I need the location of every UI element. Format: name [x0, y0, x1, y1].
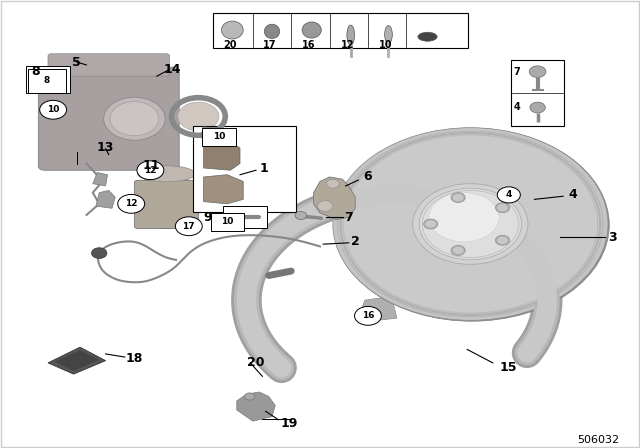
Circle shape: [178, 102, 219, 131]
Circle shape: [355, 306, 381, 325]
Polygon shape: [314, 177, 355, 220]
Polygon shape: [202, 127, 219, 135]
Circle shape: [424, 219, 438, 229]
Text: 5: 5: [72, 56, 81, 69]
Circle shape: [451, 193, 465, 202]
Ellipse shape: [385, 26, 392, 43]
Ellipse shape: [347, 25, 355, 45]
Text: 4: 4: [506, 190, 512, 199]
FancyBboxPatch shape: [26, 66, 70, 93]
Text: 9: 9: [204, 211, 212, 224]
Circle shape: [333, 128, 609, 321]
FancyBboxPatch shape: [48, 54, 170, 76]
Text: 17: 17: [262, 40, 276, 50]
Text: 10: 10: [379, 40, 393, 50]
FancyBboxPatch shape: [134, 180, 198, 228]
Text: 10: 10: [47, 105, 60, 114]
Circle shape: [92, 248, 107, 258]
Text: 3: 3: [608, 231, 617, 244]
FancyBboxPatch shape: [211, 213, 244, 231]
Circle shape: [110, 102, 159, 136]
FancyBboxPatch shape: [223, 206, 267, 228]
Circle shape: [495, 203, 509, 213]
Circle shape: [317, 201, 333, 211]
Text: 7: 7: [344, 211, 353, 224]
Circle shape: [413, 184, 528, 264]
Ellipse shape: [418, 32, 437, 41]
Text: 19: 19: [280, 417, 298, 430]
Text: 8: 8: [44, 76, 50, 85]
Circle shape: [295, 211, 307, 220]
Text: 1: 1: [260, 161, 269, 175]
FancyBboxPatch shape: [193, 126, 296, 212]
Text: 16: 16: [302, 40, 316, 50]
Circle shape: [244, 393, 255, 400]
Text: 14: 14: [164, 63, 182, 76]
Polygon shape: [237, 392, 275, 421]
Circle shape: [426, 220, 436, 228]
FancyBboxPatch shape: [28, 69, 65, 93]
Circle shape: [529, 66, 546, 78]
Text: 20: 20: [247, 356, 265, 370]
Circle shape: [495, 235, 509, 245]
Circle shape: [326, 179, 339, 188]
FancyBboxPatch shape: [38, 67, 179, 170]
Text: 20: 20: [223, 40, 237, 50]
FancyBboxPatch shape: [213, 13, 468, 48]
Circle shape: [40, 100, 67, 119]
Polygon shape: [93, 172, 108, 186]
Polygon shape: [204, 141, 240, 170]
Polygon shape: [204, 175, 243, 204]
Circle shape: [530, 102, 545, 113]
Ellipse shape: [138, 170, 195, 228]
Circle shape: [333, 128, 608, 320]
Polygon shape: [54, 350, 99, 371]
Text: 12: 12: [341, 40, 355, 50]
Text: 4: 4: [568, 188, 577, 202]
Circle shape: [29, 74, 45, 85]
Text: 7: 7: [514, 67, 520, 77]
Ellipse shape: [221, 21, 243, 39]
Text: 11: 11: [143, 159, 161, 172]
Text: 13: 13: [97, 141, 115, 155]
Polygon shape: [96, 190, 115, 208]
Circle shape: [230, 213, 241, 221]
Polygon shape: [362, 298, 397, 320]
Polygon shape: [48, 347, 106, 374]
Circle shape: [175, 217, 202, 236]
Text: 10: 10: [221, 217, 234, 226]
Ellipse shape: [264, 24, 280, 39]
Circle shape: [497, 237, 508, 244]
Text: 4: 4: [514, 102, 520, 112]
Circle shape: [334, 129, 609, 321]
Circle shape: [419, 188, 522, 260]
Text: 12: 12: [144, 166, 157, 175]
Text: 506032: 506032: [577, 435, 620, 445]
Text: 18: 18: [125, 352, 143, 365]
Text: 10: 10: [212, 132, 225, 141]
Text: 12: 12: [125, 199, 138, 208]
Circle shape: [451, 246, 465, 255]
Ellipse shape: [138, 166, 195, 182]
Text: 17: 17: [182, 222, 195, 231]
Text: 16: 16: [362, 311, 374, 320]
Text: 2: 2: [351, 235, 360, 249]
Circle shape: [137, 161, 164, 180]
Circle shape: [104, 97, 165, 140]
Circle shape: [497, 204, 508, 211]
FancyBboxPatch shape: [202, 128, 236, 146]
Circle shape: [118, 194, 145, 213]
FancyBboxPatch shape: [511, 60, 564, 126]
Circle shape: [453, 194, 463, 201]
Circle shape: [429, 193, 499, 242]
Ellipse shape: [302, 22, 321, 38]
Text: 8: 8: [31, 65, 40, 78]
Polygon shape: [202, 130, 218, 139]
Text: 6: 6: [364, 170, 372, 184]
Circle shape: [338, 131, 603, 317]
Text: 15: 15: [500, 361, 518, 374]
Circle shape: [422, 190, 518, 258]
Circle shape: [497, 187, 520, 203]
Circle shape: [453, 247, 463, 254]
